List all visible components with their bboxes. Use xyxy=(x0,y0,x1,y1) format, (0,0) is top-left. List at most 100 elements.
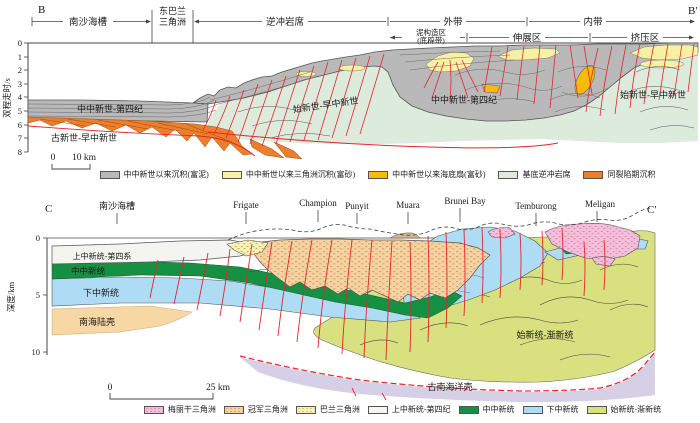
legend-label-delta-sand: 中中新世以来三角洲沉积(富砂) xyxy=(245,170,356,179)
legend-swatch-delta-sand xyxy=(221,170,242,179)
legend-item-basement: 基底逆冲岩席 xyxy=(498,169,570,180)
b-tick-4: 4 xyxy=(18,92,23,102)
legend-label-middle-miocene: 中中新统 xyxy=(482,405,515,414)
section-b-zone-arrows xyxy=(146,19,695,40)
unit-synrift-orange xyxy=(27,116,303,160)
c-unit-eocene-oligocene-label: 始新统-渐新统 xyxy=(517,329,574,340)
b-tick-3: 3 xyxy=(18,79,22,89)
zone-mud-structure-line1: 泥构造区 xyxy=(416,27,446,37)
legend-swatch-submarine-fan xyxy=(368,170,389,179)
c-loc-frigate: Frigate xyxy=(233,200,259,210)
legend-label-submarine-fan: 中中新世以来海底扇(富砂) xyxy=(392,170,486,179)
c-unit-crust-label: 南海陆壳 xyxy=(79,316,115,327)
zone-mud-structure-line2: (底辟带) xyxy=(417,35,445,45)
legend-section-c: 梅丽干三角洲 冠军三角洲 巴兰三角洲 上中新统-第四纪 中中新统 下中新统 始新… xyxy=(105,404,700,415)
b-tick-7: 7 xyxy=(18,133,22,143)
c-unit-upper-miocene-label: 上中新统-第四系 xyxy=(73,251,132,261)
legend-label-mud-rich: 中中新世以来沉积(富泥) xyxy=(123,170,209,179)
c-loc-meligan: Meligan xyxy=(585,199,615,209)
section-b-id-left: B xyxy=(38,4,45,16)
legend-item-mud-rich: 中中新世以来沉积(富泥) xyxy=(99,169,209,180)
c-unit-proto-ocean-label: 古南海洋壳 xyxy=(427,381,472,392)
section-b-axis: 0 1 2 3 4 5 6 7 8 双程走时/s xyxy=(2,38,698,157)
b-unit-paleocene-early-miocene: 古新世-早中新世 xyxy=(51,132,117,143)
scale-bar-b: 0 10 km xyxy=(51,153,97,170)
legend-swatch-basement xyxy=(498,170,519,179)
b-unit-mid-miocene-quaternary-mid: 中中新世-第四纪 xyxy=(431,94,497,105)
zone-nansha-trough-label: 南沙海槽 xyxy=(69,16,108,28)
legend-item-submarine-fan: 中中新世以来海底扇(富砂) xyxy=(368,169,485,180)
legend-swatch-eocene-oligocene xyxy=(586,405,607,414)
zone-east-baram-delta-line1: 东巴兰 xyxy=(159,5,186,16)
unit-baram-delta xyxy=(226,239,269,257)
c-loc-champion: Champion xyxy=(299,198,337,208)
unit-meligan-delta xyxy=(487,223,641,267)
c-location-ticks xyxy=(116,208,598,226)
legend-item-synrift: 同裂陷期沉积 xyxy=(583,169,655,180)
faults-c xyxy=(149,226,606,401)
c-loc-nansha-trough: 南沙海槽 xyxy=(99,200,135,211)
fold-lines-basement-b xyxy=(237,66,695,139)
legend-item-lower-miocene: 下中新统 xyxy=(522,404,579,415)
c-loc-muara: Muara xyxy=(396,200,420,210)
legend-swatch-upper-miocene xyxy=(367,405,388,414)
unit-submarine-fan-gold xyxy=(481,65,596,95)
legend-swatch-mud-rich xyxy=(99,170,120,179)
zone-east-baram-delta-line2: 三角洲 xyxy=(159,16,186,27)
legend-label-meligan-delta: 梅丽干三角洲 xyxy=(167,405,216,414)
c-loc-brunei-bay: Brunei Bay xyxy=(444,196,486,206)
section-b: B B' 南沙海槽 东巴兰 三角洲 逆冲岩席 外带 内带 泥构造区 (底辟带) … xyxy=(2,4,699,170)
legend-label-champion-delta: 冠军三角洲 xyxy=(247,405,288,414)
legend-swatch-baram-delta xyxy=(295,405,316,414)
muara-mound xyxy=(389,232,421,239)
section-c-id-left: C xyxy=(45,203,52,215)
unit-proto-ocean-crust xyxy=(240,352,655,403)
b-y-axis-label: 双程走时/s xyxy=(2,78,12,118)
legend-swatch-middle-miocene xyxy=(458,405,479,414)
legend-label-lower-miocene: 下中新统 xyxy=(546,405,579,414)
unit-champion-delta xyxy=(251,238,491,303)
zone-inner-belt-label: 内带 xyxy=(583,16,603,28)
c-scale-zero: 0 xyxy=(108,383,113,393)
faults-b xyxy=(27,43,695,157)
legend-swatch-champion-delta xyxy=(223,405,244,414)
c-scale-length: 25 km xyxy=(206,383,231,393)
legend-item-middle-miocene: 中中新统 xyxy=(458,404,515,415)
dashed-topography-line xyxy=(227,207,651,241)
legend-label-upper-miocene: 上中新统-第四纪 xyxy=(391,405,451,414)
legend-section-b: 中中新世以来沉积(富泥) 中中新世以来三角洲沉积(富砂) 中中新世以来海底扇(富… xyxy=(55,169,700,180)
section-b-id-right: B' xyxy=(688,5,697,17)
legend-label-synrift: 同裂陷期沉积 xyxy=(607,170,656,179)
zone-compression-label: 挤压区 xyxy=(631,32,660,44)
scale-bar-c: 0 25 km xyxy=(108,383,231,400)
c-loc-punyit: Punyit xyxy=(345,201,369,211)
section-c-id-right: C' xyxy=(647,204,656,216)
section-b-zone-lines xyxy=(31,10,692,43)
c-tick-0: 0 xyxy=(36,233,40,243)
c-tick-5: 5 xyxy=(36,290,40,300)
legend-swatch-lower-miocene xyxy=(522,405,543,414)
legend-swatch-synrift xyxy=(583,170,604,179)
unit-south-china-sea-crust xyxy=(51,305,193,336)
c-loc-temburong: Temburong xyxy=(515,201,557,211)
b-tick-8: 8 xyxy=(18,147,22,157)
red-dashed-suture xyxy=(239,351,656,392)
legend-label-baram-delta: 巴兰三角洲 xyxy=(319,405,360,414)
legend-item-upper-miocene: 上中新统-第四纪 xyxy=(367,404,451,415)
b-tick-0: 0 xyxy=(18,38,22,48)
legend-item-meligan-delta: 梅丽干三角洲 xyxy=(143,404,216,415)
section-c: C C' 南沙海槽 Frigate Champion Punyit Muara … xyxy=(6,196,656,403)
zone-thrust-sheet-label: 逆冲岩席 xyxy=(266,16,305,28)
legend-label-basement: 基底逆冲岩席 xyxy=(522,170,571,179)
legend-item-eocene-oligocene: 始新统-渐新统 xyxy=(586,404,662,415)
b-tick-2: 2 xyxy=(18,65,22,75)
zone-extension-label: 伸展区 xyxy=(513,32,542,44)
legend-swatch-meligan-delta xyxy=(143,405,164,414)
zone-outer-belt-label: 外带 xyxy=(443,16,463,28)
legend-label-eocene-oligocene: 始新统-渐新统 xyxy=(610,405,662,414)
b-unit-mid-miocene-quaternary-left: 中中新世-第四纪 xyxy=(77,103,143,114)
b-tick-1: 1 xyxy=(18,52,22,62)
c-tick-10: 10 xyxy=(32,347,41,357)
